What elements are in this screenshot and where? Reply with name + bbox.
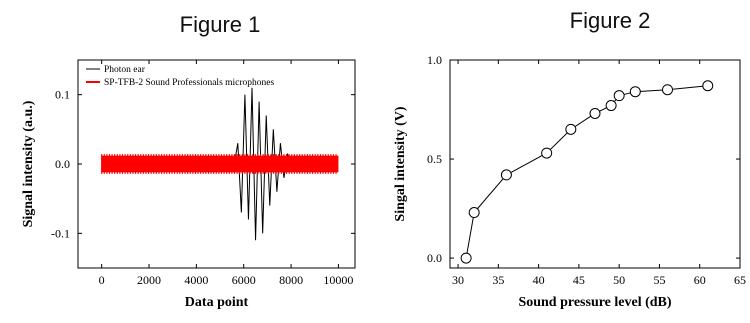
chart2-y-tick-label: 0.0 bbox=[427, 251, 442, 265]
chart1-x-tick-label: 6000 bbox=[232, 273, 256, 287]
chart2-x-tick-label: 35 bbox=[492, 273, 504, 287]
chart1-x-tick-label: 10000 bbox=[323, 273, 353, 287]
chart1-series-1-band bbox=[101, 155, 339, 173]
chart2-y-axis-title: Singal intensity (V) bbox=[393, 106, 408, 221]
chart2-series-0-point bbox=[468, 207, 480, 219]
chart2-x-tick-label: 45 bbox=[573, 273, 585, 287]
chart2-x-axis-title: Sound pressure level (dB) bbox=[518, 295, 671, 310]
chart2-x-tick-label: 55 bbox=[653, 273, 665, 287]
chart2-series-0-point bbox=[613, 90, 625, 102]
chart2-series-0-point bbox=[460, 252, 472, 264]
chart1-x-tick-label: 8000 bbox=[279, 273, 303, 287]
figure-2-title: Figure 2 bbox=[569, 8, 651, 33]
chart2-series-0-point bbox=[589, 107, 601, 119]
chart1-x-axis-title: Data point bbox=[185, 295, 249, 310]
chart2-series-0-point bbox=[605, 100, 617, 112]
chart2-series-0-point bbox=[565, 123, 577, 135]
chart1-y-tick-label: 0.0 bbox=[55, 157, 70, 171]
chart1-legend-label-1: SP-TFB-2 Sound Professionals microphones bbox=[104, 77, 275, 88]
chart2-x-tick-label: 50 bbox=[613, 273, 625, 287]
chart2-y-tick-label: 1.0 bbox=[427, 53, 442, 67]
chart2-series-0-point bbox=[629, 86, 641, 98]
figure-1-title: Figure 1 bbox=[179, 12, 261, 37]
chart2-series-0-point bbox=[541, 147, 553, 159]
chart2-series-0-point bbox=[662, 84, 673, 96]
chart1-y-tick-label: 0.1 bbox=[55, 88, 70, 102]
chart2-x-tick-label: 65 bbox=[734, 273, 746, 287]
chart1-series-1-band-noise bbox=[101, 154, 337, 174]
chart2-series-0-point bbox=[500, 169, 512, 181]
chart1-legend-label-0: Photon ear bbox=[104, 65, 146, 75]
chart1-y-tick-label: -0.1 bbox=[51, 226, 70, 240]
chart1-x-tick-label: 4000 bbox=[184, 273, 208, 287]
chart2-x-tick-label: 60 bbox=[694, 273, 706, 287]
chart2-x-tick-label: 30 bbox=[452, 273, 464, 287]
chart2-y-tick-label: 0.5 bbox=[427, 152, 442, 166]
chart2-series-0-point bbox=[702, 80, 714, 92]
chart1-y-axis-title: Signal intensity (a.u.) bbox=[21, 100, 36, 227]
chart1-x-tick-label: 0 bbox=[99, 273, 105, 287]
chart2-plot-frame bbox=[449, 59, 741, 269]
chart1-x-tick-label: 2000 bbox=[137, 273, 161, 287]
chart2-x-tick-label: 40 bbox=[533, 273, 545, 287]
